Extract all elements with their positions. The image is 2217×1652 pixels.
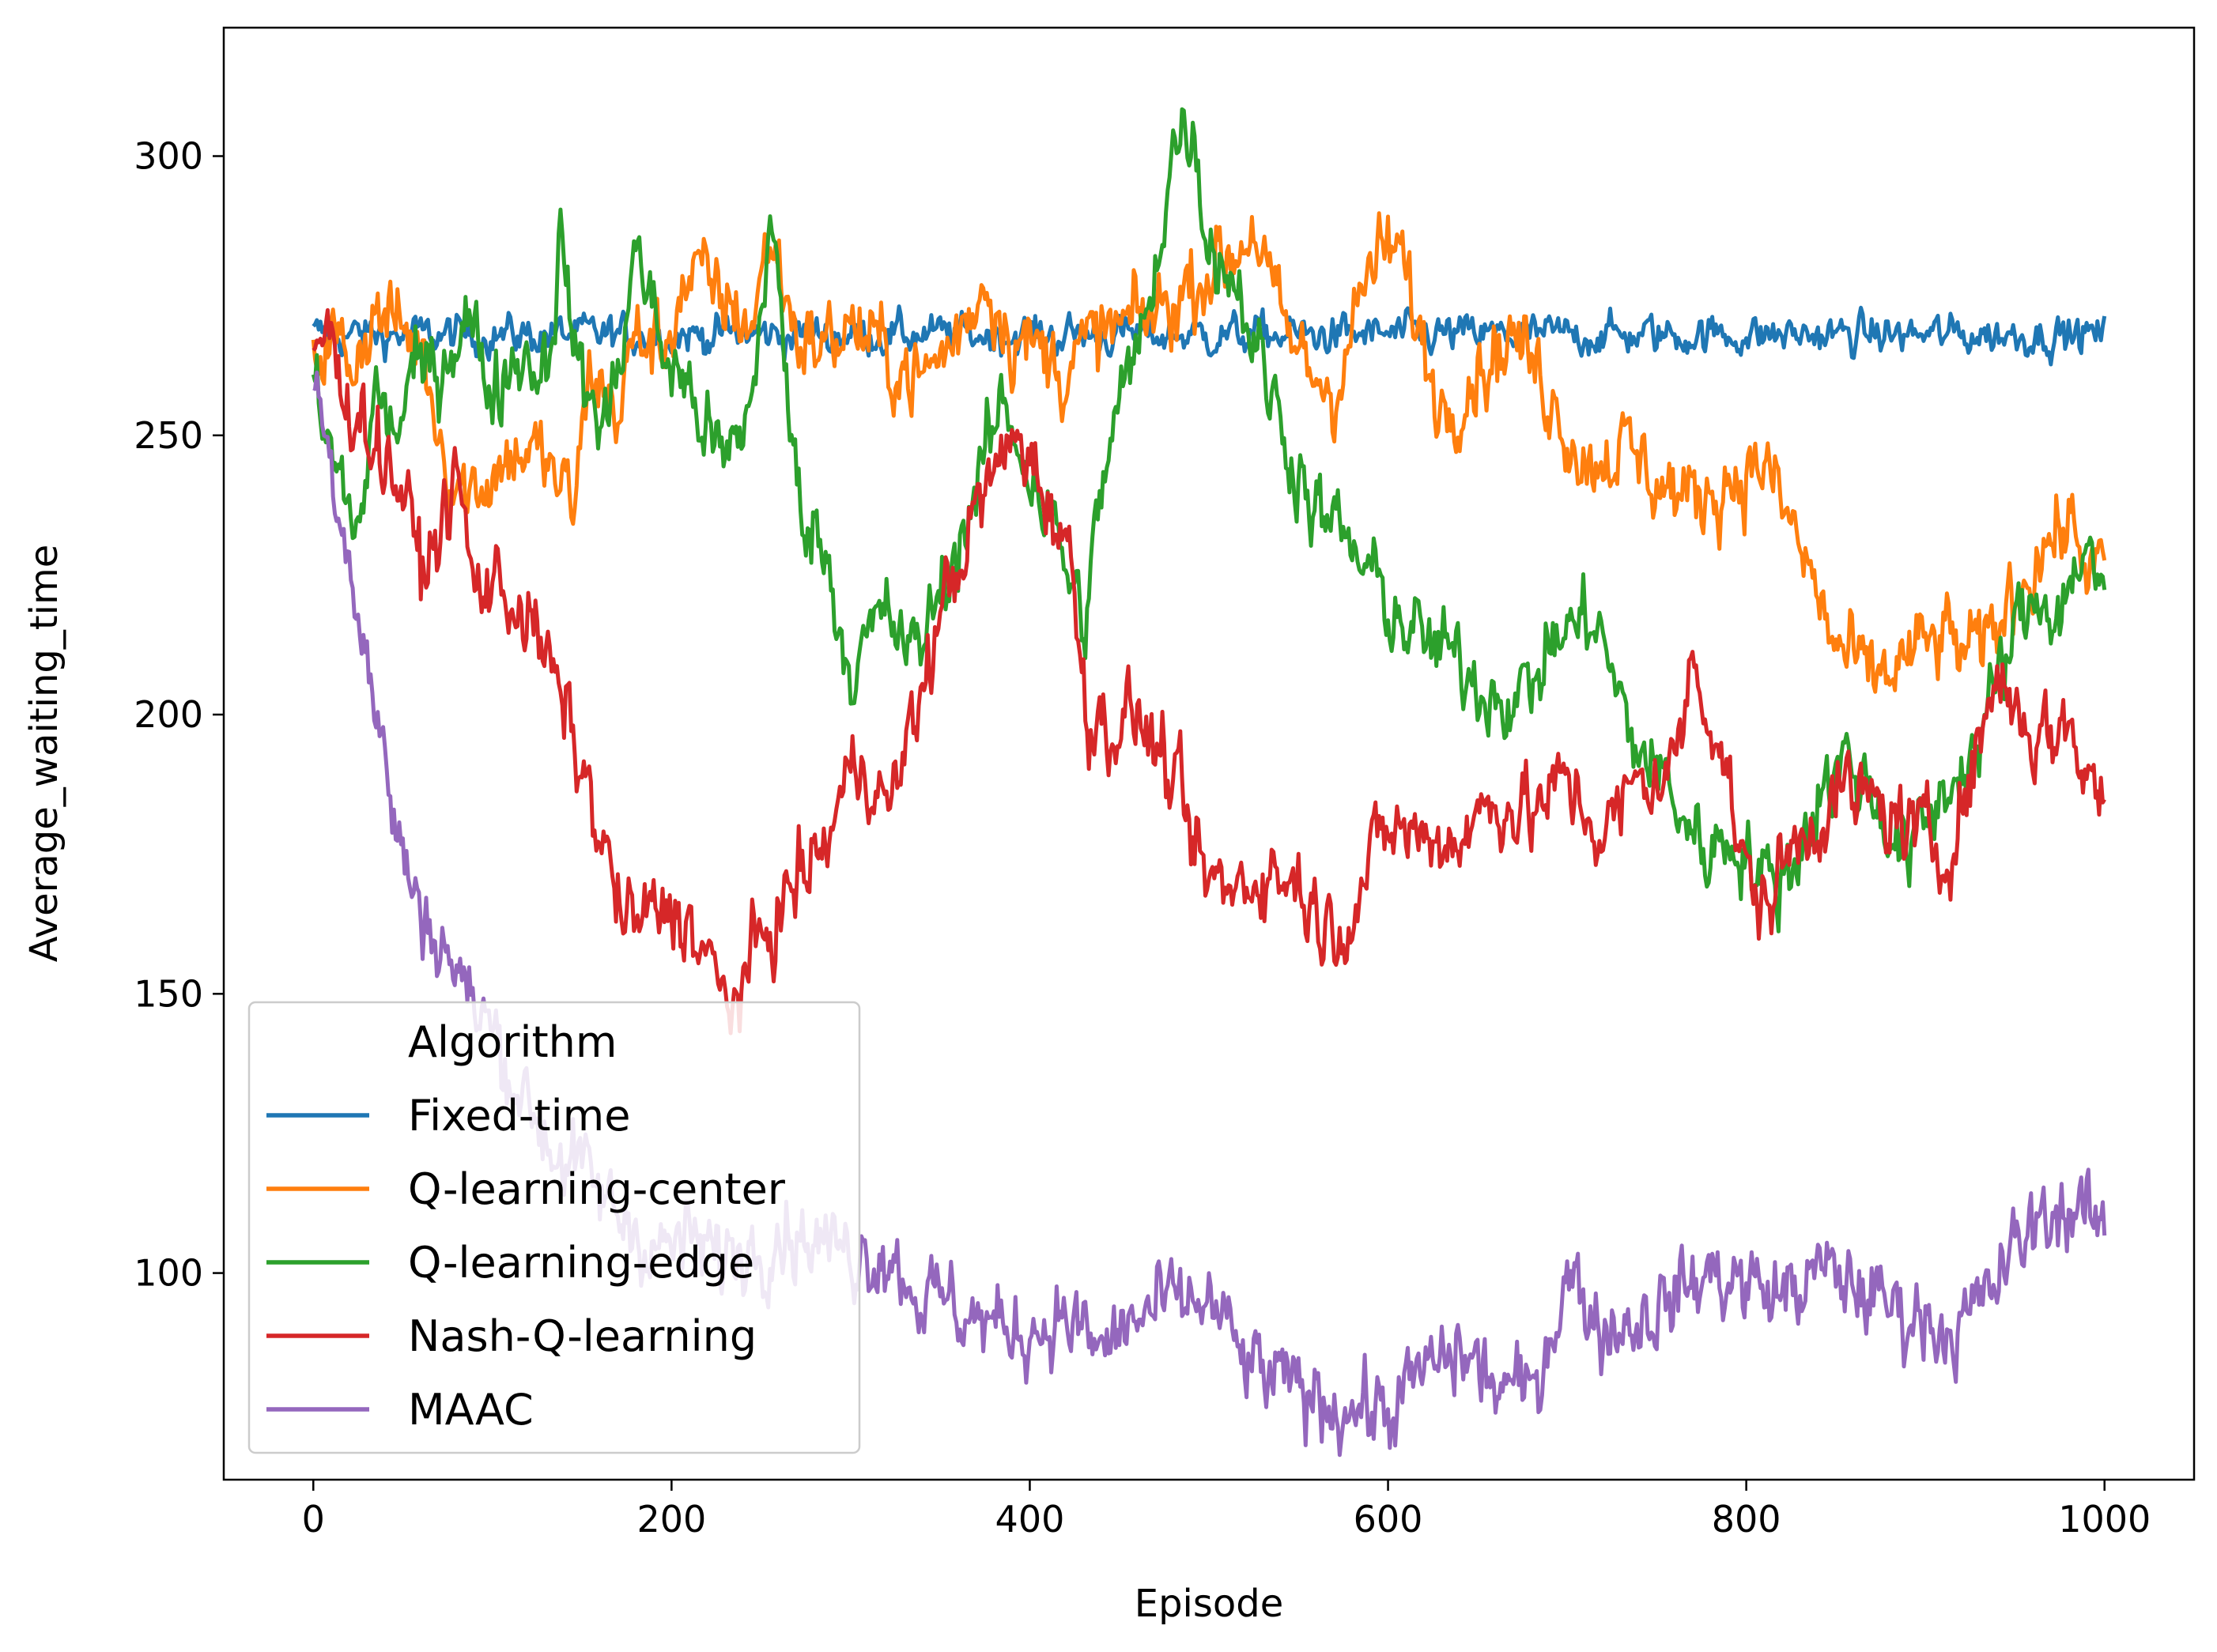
legend-label-q-learning-center: Q-learning-center xyxy=(408,1164,786,1214)
x-axis: 0 200 400 600 800 1000 xyxy=(302,1480,2151,1541)
x-axis-label: Episode xyxy=(1135,1582,1284,1626)
y-tick-label: 150 xyxy=(134,972,203,1015)
series-line-q-learning-edge xyxy=(311,107,2107,933)
x-tick-label: 800 xyxy=(1712,1498,1781,1541)
y-axis-label: Average_waiting_time xyxy=(22,545,66,963)
legend-title: Algorithm xyxy=(408,1017,617,1067)
series-line-nash-q-learning xyxy=(312,307,2106,1035)
legend-label-maac: MAAC xyxy=(408,1385,534,1435)
legend-label-nash-q-learning: Nash-Q-learning xyxy=(408,1311,757,1361)
legend: Algorithm Fixed-time Q-learning-center Q-l… xyxy=(247,1001,861,1454)
legend-label-q-learning-edge: Q-learning-edge xyxy=(408,1238,754,1288)
legend-label-fixed-time: Fixed-time xyxy=(408,1091,630,1141)
x-tick-label: 600 xyxy=(1354,1498,1423,1541)
x-tick-label: 1000 xyxy=(2058,1498,2151,1541)
x-tick-label: 0 xyxy=(302,1498,325,1541)
y-axis: 100 150 200 250 300 xyxy=(134,135,224,1295)
series-line-fixed-time xyxy=(312,304,2107,367)
y-tick-label: 200 xyxy=(134,693,203,736)
y-tick-label: 100 xyxy=(134,1252,203,1295)
legend-entries: Fixed-time Q-learning-center Q-learning-ed… xyxy=(266,1091,786,1435)
x-tick-label: 400 xyxy=(995,1498,1065,1541)
y-tick-label: 250 xyxy=(134,414,203,457)
legend-box xyxy=(247,1001,861,1454)
plot-frame xyxy=(222,26,2196,1481)
x-tick-label: 200 xyxy=(636,1498,706,1541)
y-tick-label: 300 xyxy=(134,135,203,178)
